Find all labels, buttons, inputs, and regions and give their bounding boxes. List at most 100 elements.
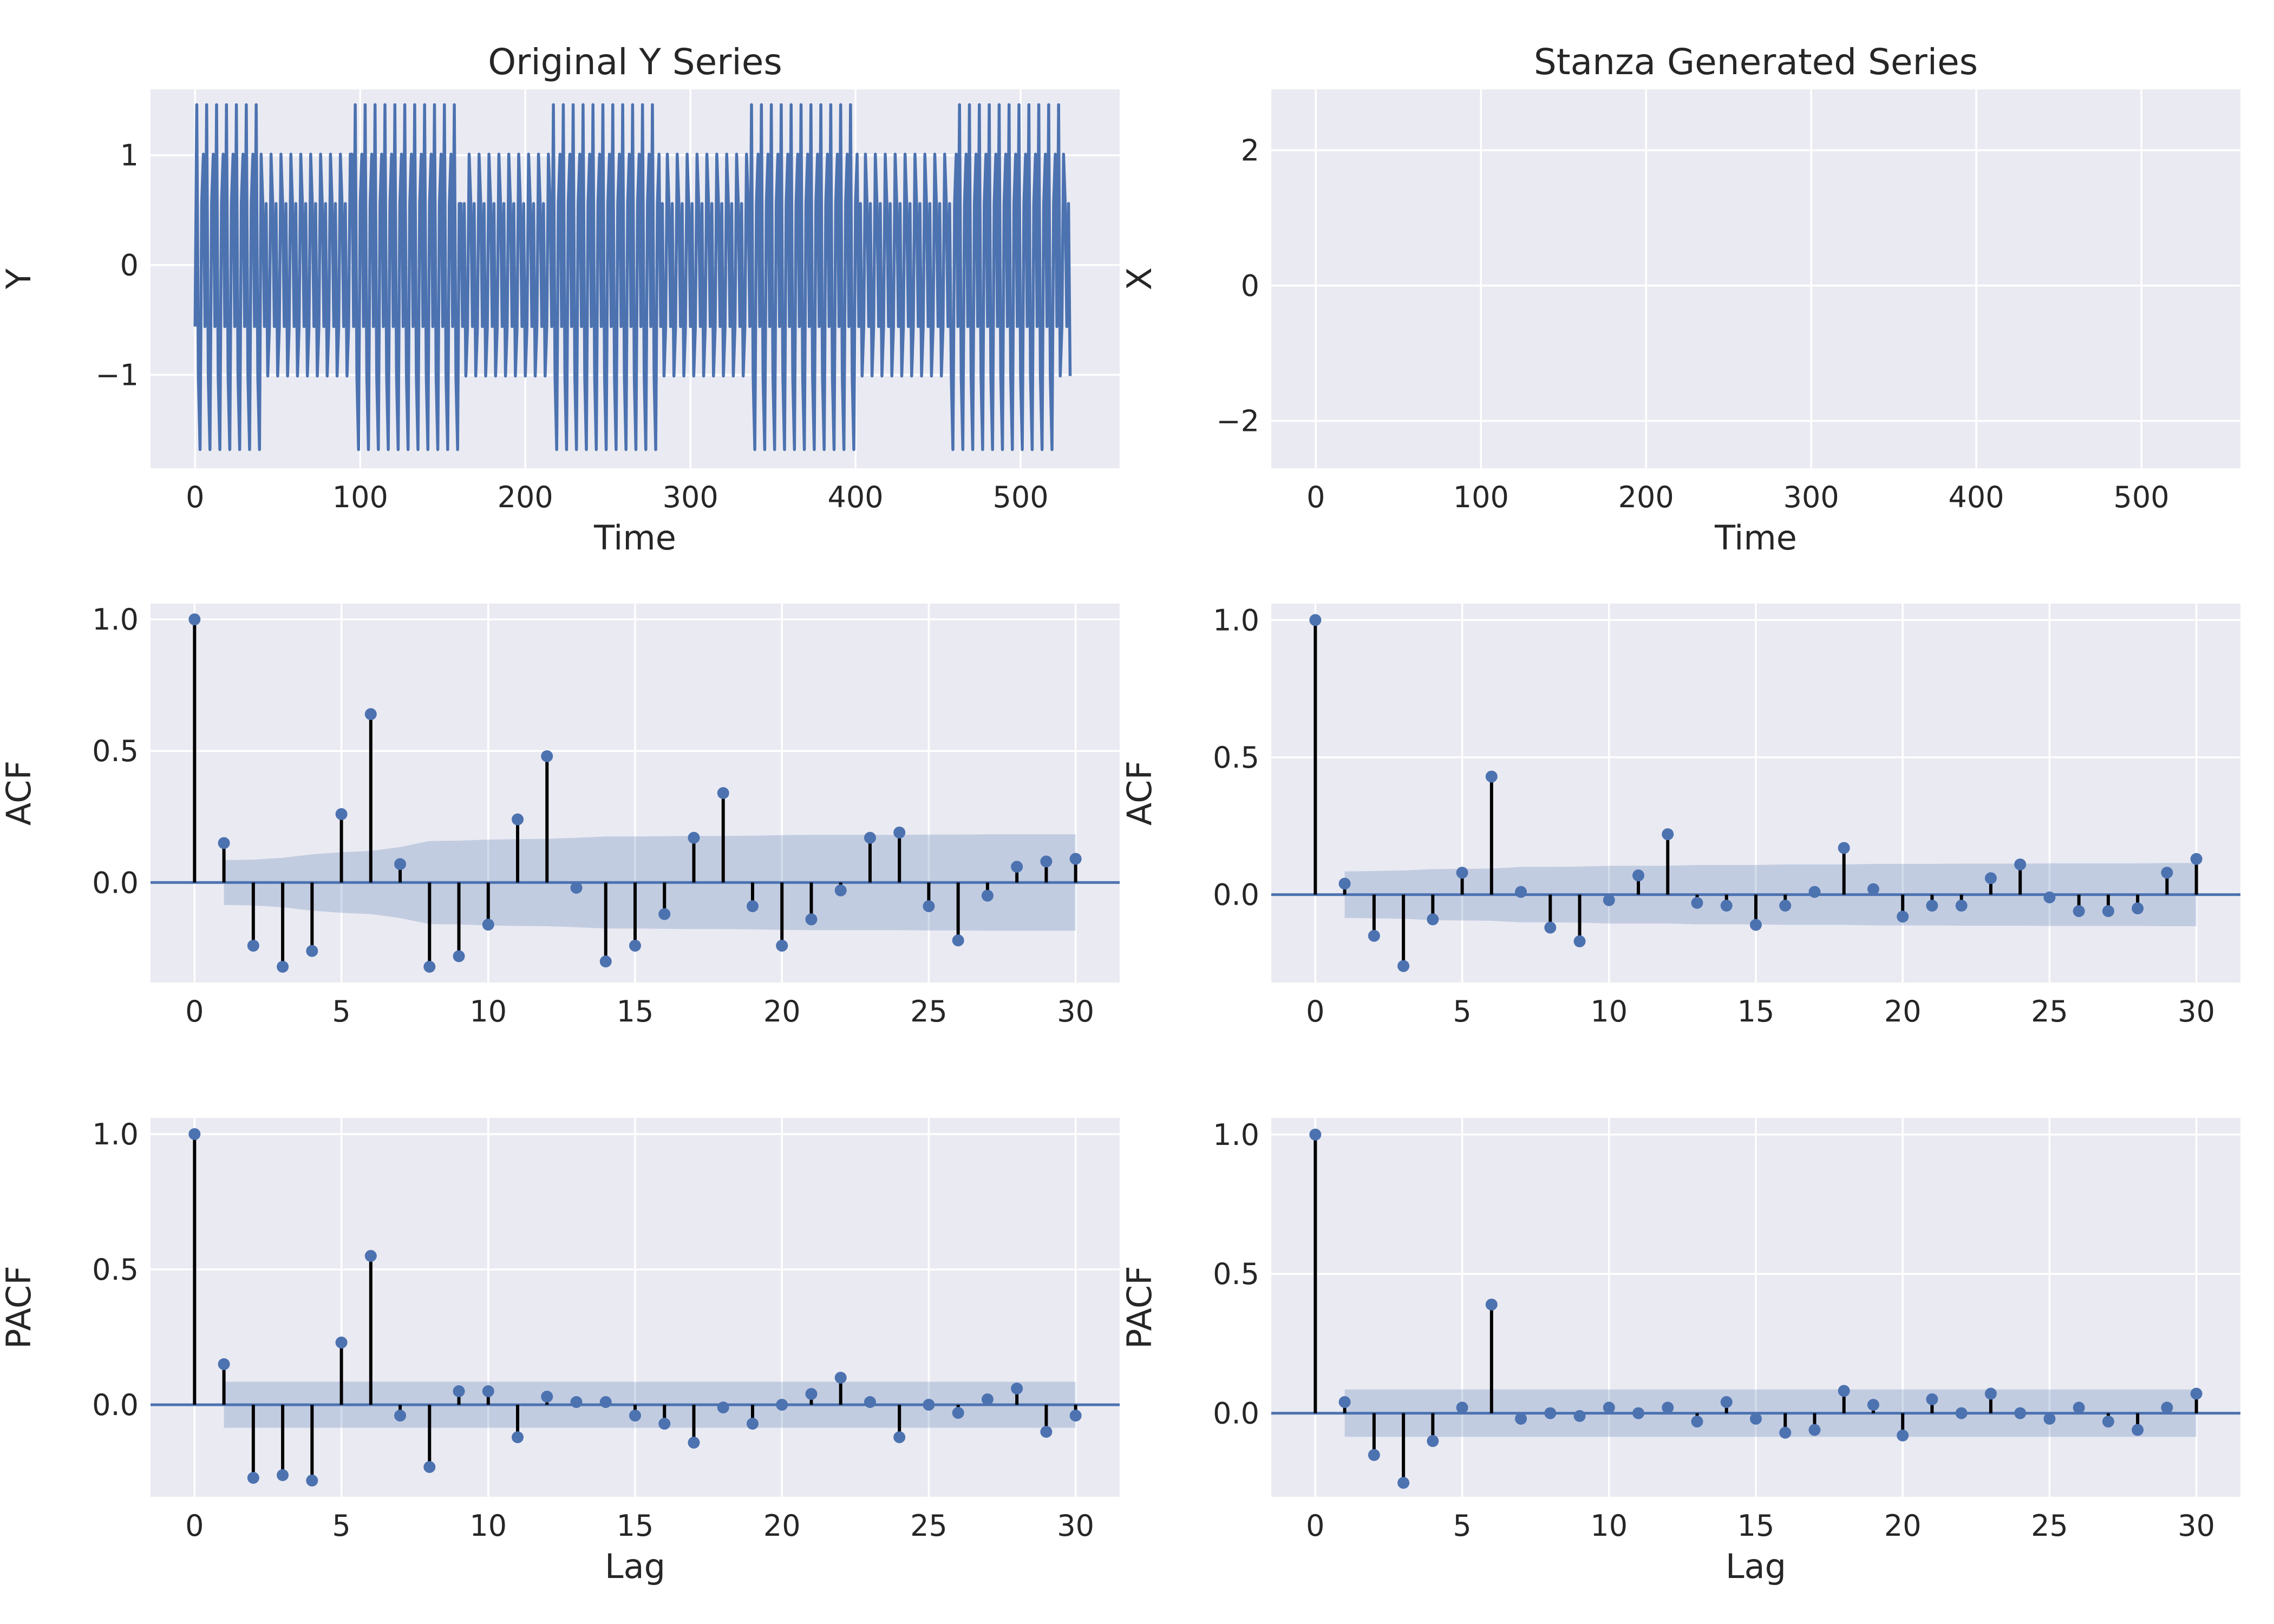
stem-marker <box>1603 1402 1615 1414</box>
stem-marker <box>1456 867 1468 879</box>
stem-marker <box>688 831 700 844</box>
x-tick-label: 200 <box>1618 480 1674 514</box>
x-tick-label: 5 <box>1453 994 1471 1029</box>
stem-marker <box>1011 1383 1023 1394</box>
stem-marker <box>512 1431 524 1443</box>
y-axis-label: Y <box>0 269 38 290</box>
stem-marker <box>1691 1416 1703 1428</box>
x-tick-label: 15 <box>617 994 654 1029</box>
x-tick-label: 20 <box>1884 994 1922 1029</box>
stem-marker <box>629 939 641 952</box>
stem-marker <box>394 858 407 870</box>
stem-marker <box>2102 905 2114 918</box>
stem-marker <box>1427 1435 1439 1448</box>
y-axis-label: ACF <box>1120 761 1159 826</box>
stem-marker <box>1011 861 1023 873</box>
y-acf-panel: 0 5 10 15 20 25 30 0.0 0.5 1.0 ACF <box>0 603 1120 1029</box>
stem-marker <box>394 1410 407 1422</box>
x-tick-label: 10 <box>1590 1509 1628 1543</box>
stem-marker <box>1485 770 1498 783</box>
stem-marker <box>981 889 994 902</box>
stem-marker <box>658 908 671 920</box>
x-tick-label: 0 <box>1306 994 1324 1029</box>
stem-marker <box>717 1402 729 1413</box>
y-tick-label: 0.0 <box>1213 878 1259 912</box>
y-tick-label: −1 <box>95 358 139 392</box>
y-tick-label: 1.0 <box>1213 603 1259 637</box>
stem-marker <box>1867 1399 1879 1411</box>
stem-marker <box>2190 853 2203 865</box>
stem-marker <box>1808 1424 1821 1436</box>
stem-marker <box>1515 886 1527 898</box>
stem-marker <box>1720 1396 1733 1408</box>
stem-marker <box>512 813 524 826</box>
y-tick-label: 0.0 <box>92 1388 139 1422</box>
x-tick-label: 400 <box>828 480 884 514</box>
plot-background <box>1271 89 2240 468</box>
y-tick-label: 0.0 <box>1213 1397 1259 1431</box>
stem-marker <box>688 1437 700 1449</box>
stem-marker <box>2014 1407 2027 1419</box>
stem-marker <box>453 1385 465 1397</box>
stem-marker <box>423 1461 436 1473</box>
stem-marker <box>482 919 494 931</box>
x-tick-label: 30 <box>2178 1509 2215 1543</box>
stem-marker <box>218 1358 230 1370</box>
x-axis-label: Time <box>1714 518 1797 558</box>
stem-marker <box>1808 886 1821 898</box>
x-tick-label: 5 <box>1453 1509 1471 1543</box>
x-tick-label: 25 <box>910 1509 948 1543</box>
x-tick-label: 25 <box>2031 1509 2068 1543</box>
y-tick-label: 0 <box>1241 269 1259 303</box>
stem-marker <box>1368 929 1380 942</box>
stem-marker <box>1662 1402 1674 1414</box>
y-axis-label: ACF <box>0 761 38 826</box>
x-tick-label: 5 <box>332 1509 350 1543</box>
x-tick-label: 500 <box>2113 480 2169 514</box>
stem-marker <box>923 900 935 913</box>
stem-marker <box>2132 1424 2144 1436</box>
stem-marker <box>1779 1426 1792 1439</box>
stem-marker <box>1720 899 1733 912</box>
x-tick-label: 10 <box>469 994 507 1029</box>
x-tick-label: 100 <box>332 480 388 514</box>
stem-marker <box>746 1418 759 1430</box>
y-tick-label: 0.5 <box>92 1253 139 1287</box>
stem-marker <box>1069 853 1082 865</box>
stem-marker <box>1691 896 1703 909</box>
y-tick-label: 1.0 <box>1213 1118 1259 1152</box>
stem-marker <box>1955 899 1968 912</box>
stem-marker <box>1867 883 1879 895</box>
y-series-panel: 0 100 200 300 400 500 −1 0 1 Original Y Series Tim… <box>0 41 1120 558</box>
stem-marker <box>1926 899 1938 912</box>
stem-marker <box>864 1396 876 1408</box>
stem-marker <box>570 882 583 894</box>
stem-marker <box>277 960 289 973</box>
y-tick-label: 1.0 <box>92 1117 139 1151</box>
stem-marker <box>1544 1407 1557 1419</box>
x-axis-label: Lag <box>1726 1547 1786 1586</box>
stem-marker <box>1662 828 1674 841</box>
stem-marker <box>247 939 259 952</box>
stem-marker <box>570 1396 583 1408</box>
stem-marker <box>423 960 436 973</box>
x-tick-label: 15 <box>1737 1509 1775 1543</box>
stem-marker <box>776 939 788 952</box>
stem-marker <box>1955 1407 1968 1419</box>
stem-marker <box>893 826 906 839</box>
x-pacf-panel: 0 5 10 15 20 25 30 0.0 0.5 1.0 Lag PACF <box>1120 1118 2240 1586</box>
y-axis-label: X <box>1120 267 1159 290</box>
stem-marker <box>1427 913 1439 926</box>
stem-marker <box>364 1250 377 1262</box>
x-tick-label: 10 <box>1590 994 1628 1029</box>
series-line <box>193 103 1072 451</box>
stem-marker <box>1632 1407 1645 1419</box>
stem-marker <box>1838 1385 1850 1397</box>
stem-marker <box>629 1410 641 1422</box>
stem-marker <box>717 787 729 799</box>
stem-marker <box>335 1337 348 1348</box>
x-tick-label: 500 <box>992 480 1048 514</box>
stem-marker <box>1309 1128 1322 1141</box>
stem-marker <box>453 950 465 962</box>
stem-marker <box>1368 1449 1380 1461</box>
